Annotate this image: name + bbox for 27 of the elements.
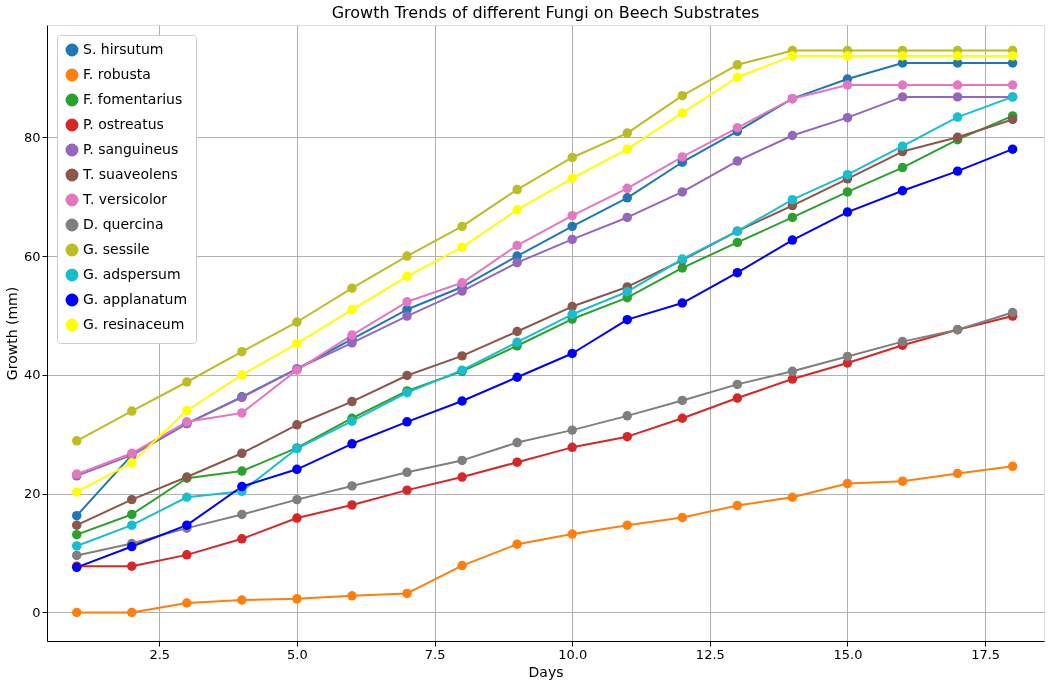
x-tick-label: 2.5 bbox=[149, 646, 171, 662]
legend-label: T. suaveolens bbox=[82, 166, 178, 182]
legend-label: T. versicolor bbox=[82, 191, 168, 207]
legend-label: S. hirsutum bbox=[83, 41, 164, 57]
legend-label: P. ostreatus bbox=[83, 116, 164, 132]
y-axis-title: Growth (mm) bbox=[3, 286, 20, 381]
legend-label: D. quercina bbox=[83, 216, 164, 232]
x-tick-label: 12.5 bbox=[695, 646, 725, 662]
chart-title: Growth Trends of different Fungi on Beech Substrates bbox=[331, 3, 760, 22]
x-tick-label: 10.0 bbox=[558, 646, 588, 662]
legend-label: F. fomentarius bbox=[83, 91, 183, 107]
legend-label: F. robusta bbox=[83, 66, 151, 82]
y-tick-label: 20 bbox=[23, 486, 41, 502]
y-tick-label: 40 bbox=[23, 367, 41, 383]
legend-label: G. adspersum bbox=[83, 266, 181, 282]
legend-label: G. resinaceum bbox=[83, 316, 185, 332]
y-tick-label: 60 bbox=[23, 248, 41, 264]
x-tick-label: 5.0 bbox=[287, 646, 308, 662]
x-axis-title: Days bbox=[528, 663, 564, 680]
legend-label: P. sanguineus bbox=[83, 141, 179, 157]
legend-label: G. sessile bbox=[83, 241, 150, 257]
x-tick-label: 7.5 bbox=[424, 646, 446, 662]
legend-label: G. applanatum bbox=[83, 291, 188, 307]
y-tick-label: 0 bbox=[32, 604, 41, 620]
x-tick-label: 15.0 bbox=[833, 646, 863, 662]
y-tick-label: 80 bbox=[23, 129, 41, 145]
x-tick-label: 17.5 bbox=[971, 646, 1001, 662]
